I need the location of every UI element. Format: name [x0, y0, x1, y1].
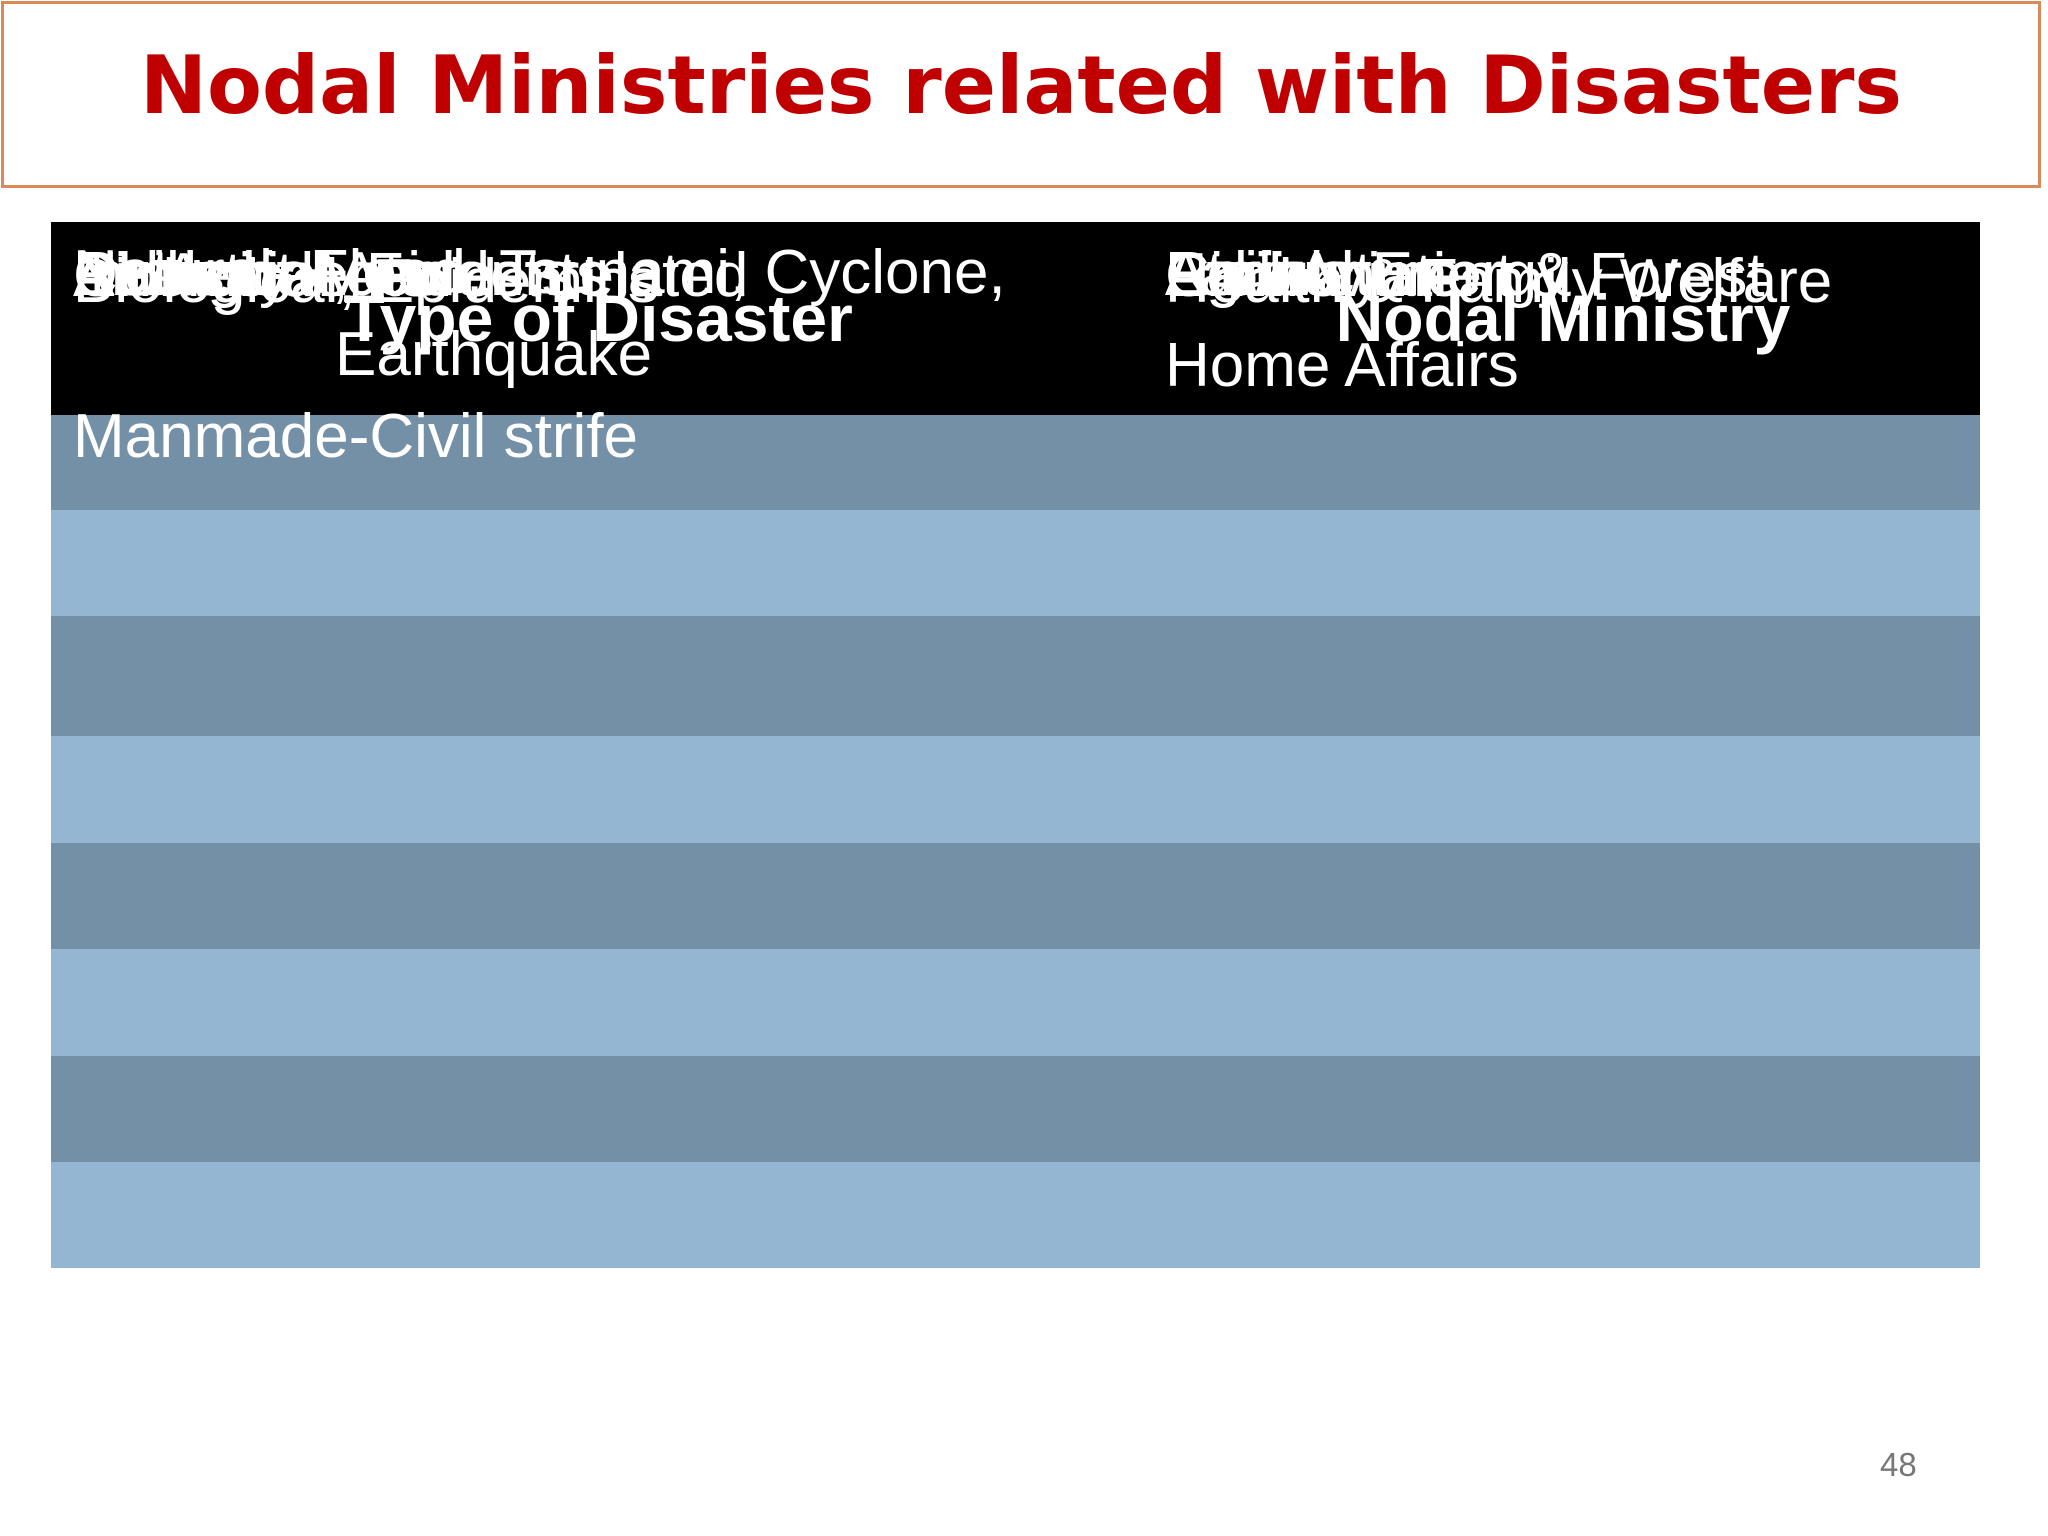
cell: Labour	[1165, 240, 1359, 309]
cell: Drought	[73, 240, 294, 309]
cell: Environment & Forest	[1165, 240, 1765, 310]
cell: Air Accidents	[73, 240, 432, 310]
cell: Nuclear	[73, 240, 287, 309]
cell: Industrial Accidents	[73, 240, 608, 309]
footer-box	[1468, 1424, 1946, 1454]
cell: Atomic Energy	[1165, 240, 1569, 309]
column-header: Nodal Ministry	[1335, 281, 1791, 355]
table-row: Industrial Accidents Labour	[51, 240, 1980, 1268]
table-row: Biological, Epidemics Health & Family Wel…	[51, 247, 1980, 736]
cell: Natural- Flood, Tsunami, Cyclone, Earthqu…	[73, 232, 1006, 478]
cell-line: Manmade-Civil strife	[73, 402, 639, 471]
table-row: Chemical, Forest related Environment & Fo…	[51, 241, 1980, 843]
table-row: Nuclear Atomic Energy	[51, 240, 1980, 949]
cell-line: Earthquake	[335, 320, 653, 389]
cell: Railway	[1165, 240, 1383, 309]
page-number: 48	[1880, 1446, 1917, 1483]
cell: Agriculture	[1165, 240, 1462, 309]
cell: Home Affairs	[1165, 331, 1519, 400]
title: Nodal Ministries related with Disasters	[139, 39, 1903, 132]
table-header: Type of Disaster Nodal Ministry	[51, 222, 1980, 415]
table: Type of Disaster Nodal Ministry Natural-…	[51, 222, 1980, 1268]
cell: Civil Aviation	[1165, 240, 1516, 310]
table-row: Drought Agriculture	[51, 240, 1980, 616]
table-row: Air Accidents Civil Aviation	[51, 241, 1980, 1056]
cell: Biological, Epidemics	[73, 247, 659, 316]
title-box: Nodal Ministries related with Disasters	[1, 1, 2041, 188]
cell: Chemical, Forest related	[73, 240, 749, 310]
table-row: Railway Accidents Railway	[51, 240, 1980, 1162]
column-header: Type of Disaster	[344, 281, 853, 355]
cell-line: Natural- Flood, Tsunami, Cyclone,	[73, 238, 1006, 307]
cell: Railway Accidents	[73, 240, 573, 309]
cell: Health & Family Welfare	[1165, 247, 1833, 316]
